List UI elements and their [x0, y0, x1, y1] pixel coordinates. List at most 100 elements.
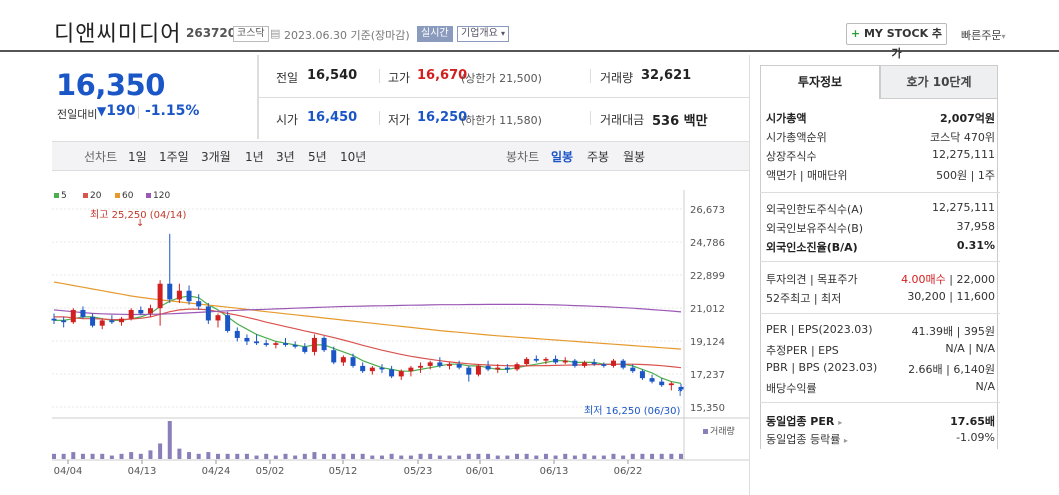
divider [138, 106, 139, 119]
calendar-icon: ▤ [270, 27, 281, 40]
candle-body [90, 316, 96, 326]
volume-bar [341, 453, 346, 459]
tab-orderbook[interactable]: 호가 10단계 [880, 65, 998, 99]
high-label: 고가 [388, 71, 411, 85]
info-value: 37,958 [956, 220, 996, 233]
candle-body [659, 381, 665, 386]
period-1w[interactable]: 1주일 [159, 150, 189, 164]
period-10y[interactable]: 10년 [340, 150, 367, 164]
candle-body [186, 290, 192, 302]
info-value: N/A [975, 380, 995, 393]
section-divider [760, 192, 1000, 193]
legend-ma120-label: 120 [153, 191, 171, 201]
info-label: 추정PER | EPS [766, 344, 839, 357]
tab-invest-info[interactable]: 투자정보 [760, 65, 880, 99]
open-label: 시가 [276, 113, 299, 127]
chevron-right-icon[interactable]: ▸ [838, 418, 843, 427]
volume-bar [187, 452, 192, 459]
quick-order-button[interactable]: 빠른주문▾ [961, 27, 1006, 43]
volume-bar [621, 455, 626, 459]
sector-per-value: 17.65배 [950, 415, 995, 428]
volume-bar [322, 453, 327, 459]
volume-bar [601, 455, 606, 459]
candle-body [446, 364, 452, 366]
volume-bar [119, 453, 124, 459]
volume-bar [486, 453, 491, 459]
candle-body [553, 358, 559, 363]
candle-body [331, 350, 337, 363]
legend-swatch [54, 193, 59, 198]
volume-bar [679, 453, 683, 459]
legend-swatch [146, 193, 151, 198]
legend-ma60-label: 60 [122, 191, 134, 201]
info-label: 배당수익률 [766, 382, 817, 395]
candle-body [514, 364, 520, 370]
candle-body [225, 315, 231, 331]
candle-body [533, 358, 539, 361]
volume-bar [360, 453, 365, 459]
company-info-dropdown[interactable]: 기업개요 ▾ [457, 26, 510, 42]
volume-bar [61, 453, 66, 459]
period-1d[interactable]: 1일 [128, 150, 147, 164]
candle-daily[interactable]: 일봉 [551, 150, 574, 164]
candle-body [389, 369, 395, 377]
x-tick-label: 05/02 [256, 466, 285, 477]
info-value: 41.39배 | 395원 [911, 325, 995, 338]
period-3m[interactable]: 3개월 [201, 150, 231, 164]
volume-legend: 거래량 [703, 424, 735, 437]
volume-bar [351, 453, 356, 459]
candle-body [524, 358, 530, 365]
down-triangle-icon: ▼ [97, 104, 107, 118]
period-3y[interactable]: 3년 [276, 150, 295, 164]
candle-body [379, 367, 385, 370]
volume-bar [428, 453, 433, 459]
volume-bar [543, 453, 548, 459]
divider [749, 55, 750, 495]
opinion-label: 투자의견 | 목표주가 [766, 273, 858, 286]
candle-monthly[interactable]: 월봉 [623, 150, 646, 164]
ma60-line [53, 281, 682, 350]
lower-limit: (하한가 11,580) [461, 114, 542, 127]
add-mystock-button[interactable]: + MY STOCK 추가 [846, 23, 947, 60]
candle-body [543, 358, 549, 361]
period-1y[interactable]: 1년 [245, 150, 264, 164]
candle-body [273, 343, 279, 345]
volume-bar [302, 453, 307, 459]
volume-bar [582, 453, 587, 459]
volume-bar [640, 453, 645, 459]
volume-bar [408, 455, 413, 459]
volume-bar [52, 453, 56, 459]
x-tick-label: 04/13 [128, 466, 157, 477]
volume-bar [466, 453, 471, 459]
volume-bar [437, 455, 442, 459]
info-value: 12,275,111 [932, 148, 995, 161]
stock-code: 263720 [186, 26, 237, 40]
x-tick-label: 04/04 [54, 466, 83, 477]
candle-body [630, 367, 636, 372]
info-label: 외국인소진율(B/A) [766, 241, 858, 254]
x-tick-label: 06/22 [614, 466, 643, 477]
plus-icon: + [850, 27, 861, 40]
candle-body [205, 306, 211, 321]
volume-bar [273, 455, 278, 459]
candle-body [601, 364, 607, 366]
chevron-down-icon: ▾ [1001, 32, 1006, 41]
period-5y[interactable]: 5년 [308, 150, 327, 164]
section-divider [760, 402, 1000, 403]
prev-close-value: 16,540 [307, 68, 358, 83]
chevron-right-icon[interactable]: ▸ [843, 436, 848, 445]
volume-bar [592, 455, 597, 459]
volume-bar [476, 453, 481, 459]
candle-weekly[interactable]: 주봉 [587, 150, 610, 164]
candle-body [302, 346, 308, 352]
divider [379, 111, 380, 125]
candle-body [466, 367, 472, 375]
info-label: 시가총액 [766, 112, 807, 125]
low-annotation: 최저 16,250 (06/30) [584, 406, 681, 417]
realtime-button[interactable]: 실시간 [417, 26, 453, 42]
volume-value: 32,621 [641, 68, 692, 83]
info-label: PER | EPS(2023.03) [766, 323, 873, 336]
candle-body [283, 343, 289, 345]
opinion-value: 4.00매수 | 22,000 [901, 273, 995, 286]
volume-bar [447, 455, 452, 459]
